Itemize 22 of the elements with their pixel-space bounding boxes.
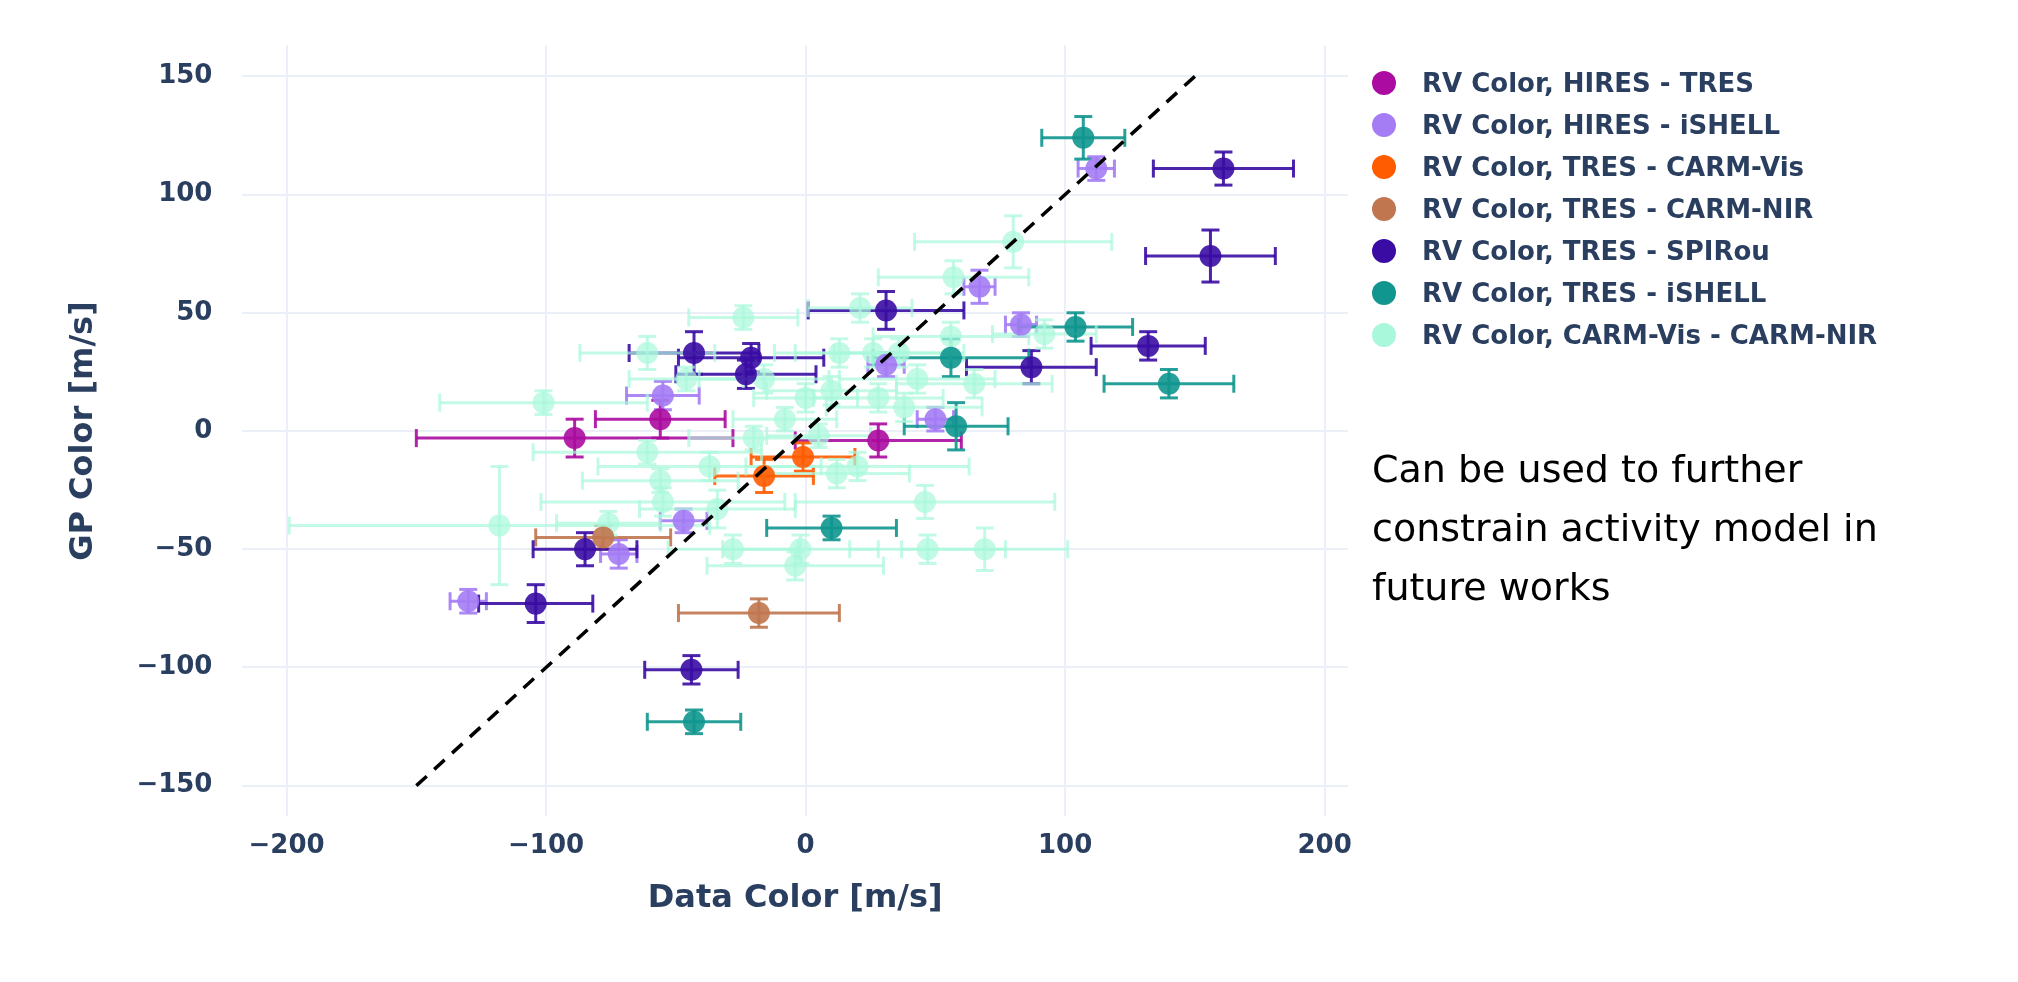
x-tick-label: 200	[1297, 828, 1352, 859]
x-tick-label: 100	[1037, 828, 1093, 859]
y-tick-label: 100	[158, 177, 213, 208]
legend-label: RV Color, TRES - CARM-Vis	[1422, 152, 1805, 182]
text: Can be used to further constrain activity model in future works	[1372, 446, 1879, 611]
y-tick-label: −100	[136, 650, 213, 681]
y-tick-label: 150	[158, 59, 213, 90]
y-tick-label: 0	[194, 413, 213, 444]
x-tick-label: 0	[796, 828, 815, 859]
y-tick-label: 50	[176, 295, 213, 326]
x-tick-label: −200	[248, 828, 325, 859]
x-tick-label: −100	[508, 828, 585, 859]
legend-label: RV Color, CARM-Vis - CARM-NIR	[1422, 320, 1878, 350]
legend-label: RV Color, TRES - iSHELL	[1422, 278, 1767, 308]
x-axis-title: Data Color [m/s]	[647, 877, 943, 916]
y-tick-label: −150	[136, 768, 213, 799]
y-tick-label: −50	[154, 531, 213, 562]
y-axis-title: GP Color [m/s]	[61, 301, 100, 561]
legend-label: RV Color, HIRES - iSHELL	[1422, 110, 1780, 140]
legend-label: RV Color, HIRES - TRES	[1422, 68, 1754, 98]
legend-label: RV Color, TRES - CARM-NIR	[1422, 194, 1814, 224]
legend-label: RV Color, TRES - SPIRou	[1422, 236, 1770, 266]
